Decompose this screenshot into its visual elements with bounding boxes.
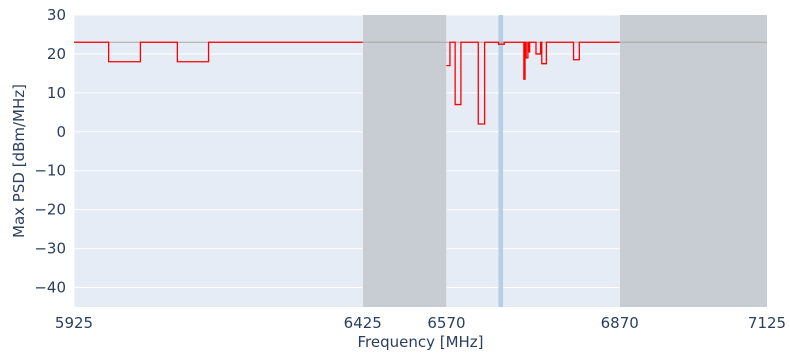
x-tick-label: 6870 <box>601 314 639 332</box>
highlight-band <box>498 15 504 307</box>
excluded-band <box>362 15 447 307</box>
y-tick-label: −30 <box>34 240 66 258</box>
y-tick-label: 30 <box>47 6 66 24</box>
x-axis-ticks: 5925 6425 6570 6870 7125 <box>55 314 786 332</box>
y-tick-label: −20 <box>34 201 66 219</box>
y-axis-title: Max PSD [dBm/MHz] <box>10 84 28 238</box>
y-tick-label: 10 <box>47 84 66 102</box>
x-axis-title: Frequency [MHz] <box>357 333 483 351</box>
x-tick-label: 6570 <box>427 314 465 332</box>
y-axis-ticks: −40 −30 −20 −10 0 10 20 30 <box>34 6 66 297</box>
x-tick-label: 5925 <box>55 314 93 332</box>
x-tick-label: 7125 <box>748 314 786 332</box>
y-tick-label: −40 <box>34 279 66 297</box>
y-tick-label: −10 <box>34 162 66 180</box>
plot-area <box>73 14 768 307</box>
excluded-band <box>619 15 767 307</box>
series-line <box>446 41 620 125</box>
series-line <box>74 41 363 63</box>
y-tick-label: 20 <box>47 45 66 63</box>
y-tick-label: 0 <box>56 123 66 141</box>
x-tick-label: 6425 <box>344 314 382 332</box>
